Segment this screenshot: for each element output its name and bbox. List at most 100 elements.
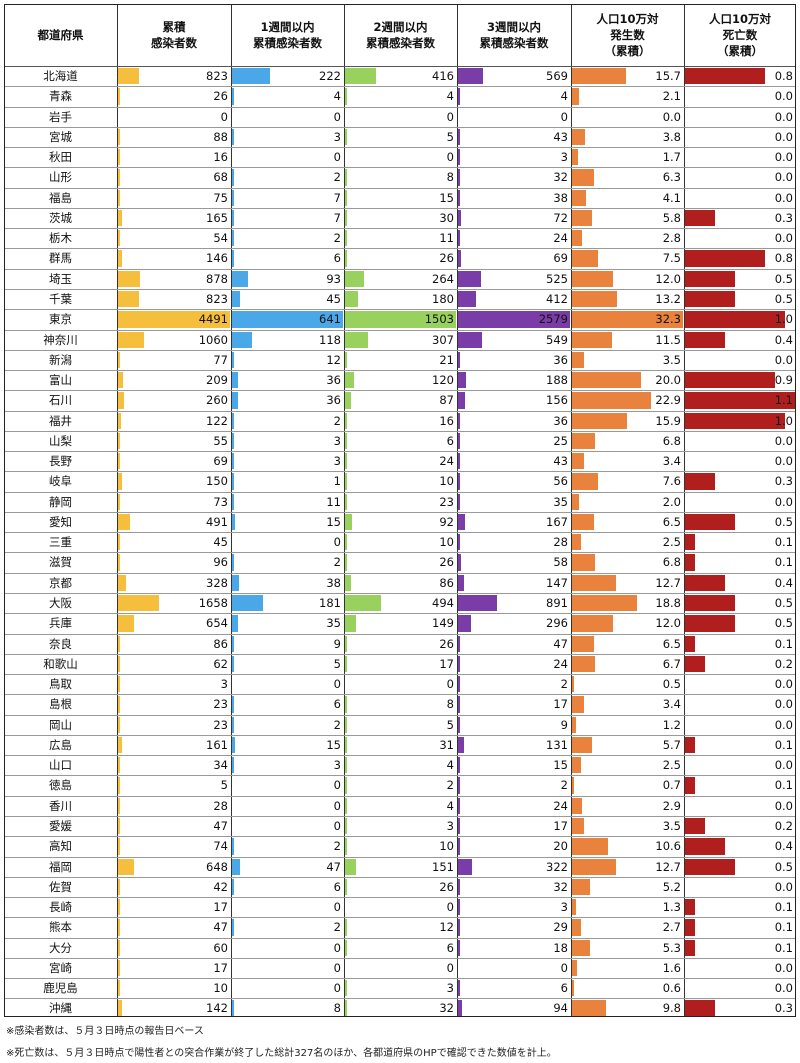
incidence-value: 2.0 bbox=[662, 494, 681, 509]
cumulative-value: 88 bbox=[213, 129, 228, 144]
week1-bar bbox=[232, 1000, 234, 1017]
week1-bar bbox=[232, 372, 239, 389]
week1-bar bbox=[232, 595, 264, 612]
incidence-cell: 3.4 bbox=[571, 451, 684, 471]
week3-value: 322 bbox=[546, 859, 568, 874]
column-divider bbox=[231, 4, 232, 1017]
table-row: 千葉 823 45 180 412 13.2 0.5 bbox=[4, 289, 796, 309]
prefecture-name: 栃木 bbox=[49, 231, 72, 246]
week1-cell: 0 bbox=[231, 532, 344, 552]
week1-cell: 8 bbox=[231, 998, 344, 1018]
week2-bar bbox=[345, 757, 347, 774]
week2-bar bbox=[345, 716, 347, 733]
week3-cell: 69 bbox=[457, 248, 571, 268]
week3-cell: 35 bbox=[457, 492, 571, 512]
cumulative-value: 878 bbox=[206, 271, 228, 286]
incidence-cell: 4.1 bbox=[571, 188, 684, 208]
incidence-value: 6.5 bbox=[662, 514, 681, 529]
week1-value: 2 bbox=[333, 170, 341, 185]
incidence-value: 4.1 bbox=[662, 190, 681, 205]
header-line: 都道府県 bbox=[37, 28, 84, 42]
week1-value: 8 bbox=[333, 1001, 341, 1016]
week1-cell: 3 bbox=[231, 755, 344, 775]
week1-bar bbox=[232, 635, 234, 652]
deaths-bar bbox=[685, 68, 765, 85]
deaths-bar bbox=[685, 412, 785, 429]
deaths-value: 0.3 bbox=[774, 210, 793, 225]
week3-value: 0 bbox=[560, 109, 568, 124]
week3-value: 29 bbox=[553, 920, 568, 935]
week2-cell: 10 bbox=[344, 471, 457, 491]
cumulative-value: 1060 bbox=[198, 332, 228, 347]
week2-value: 87 bbox=[439, 393, 454, 408]
prefecture-name: 長野 bbox=[49, 454, 72, 469]
cumulative-bar bbox=[118, 311, 230, 328]
header-incidence: 人口10万対 発生数 （累積） bbox=[571, 4, 684, 66]
prefecture-name: 福井 bbox=[49, 413, 72, 428]
incidence-cell: 0.5 bbox=[571, 674, 684, 694]
table-row: 佐賀 42 6 26 32 5.2 0.0 bbox=[4, 877, 796, 897]
week3-value: 20 bbox=[553, 839, 568, 854]
week3-value: 94 bbox=[553, 1001, 568, 1016]
incidence-bar bbox=[572, 493, 579, 510]
week1-bar bbox=[232, 128, 234, 146]
cumulative-bar bbox=[118, 777, 120, 794]
week2-bar bbox=[345, 797, 347, 814]
week1-cell: 2 bbox=[231, 411, 344, 431]
week2-bar bbox=[345, 534, 347, 551]
week3-cell: 0 bbox=[457, 107, 571, 127]
cumulative-bar bbox=[118, 757, 120, 774]
week2-value: 17 bbox=[439, 656, 454, 671]
incidence-bar bbox=[572, 797, 582, 814]
week1-value: 45 bbox=[326, 291, 341, 306]
week3-cell: 3 bbox=[457, 147, 571, 167]
incidence-cell: 6.3 bbox=[571, 167, 684, 187]
week1-bar bbox=[232, 655, 234, 673]
week1-bar bbox=[232, 88, 234, 105]
week1-value: 0 bbox=[333, 960, 341, 975]
incidence-bar bbox=[572, 899, 577, 916]
week3-cell: 25 bbox=[457, 431, 571, 451]
incidence-value: 6.7 bbox=[662, 656, 681, 671]
cumulative-cell: 146 bbox=[117, 248, 231, 268]
week2-value: 307 bbox=[432, 332, 454, 347]
week3-bar bbox=[458, 209, 462, 227]
deaths-value: 0.4 bbox=[774, 575, 793, 590]
cumulative-value: 23 bbox=[213, 697, 228, 712]
week3-value: 58 bbox=[553, 555, 568, 570]
table-row: 沖縄 142 8 32 94 9.8 0.3 bbox=[4, 998, 796, 1018]
incidence-bar bbox=[572, 615, 614, 632]
week3-value: 3 bbox=[560, 150, 568, 165]
week1-value: 36 bbox=[326, 393, 341, 408]
cumulative-bar bbox=[118, 797, 120, 814]
week2-value: 26 bbox=[439, 251, 454, 266]
row-divider bbox=[4, 755, 796, 757]
prefecture-name: 香川 bbox=[49, 798, 72, 813]
incidence-bar bbox=[572, 838, 609, 855]
week3-value: 17 bbox=[553, 697, 568, 712]
deaths-cell: 0.0 bbox=[684, 86, 796, 106]
cumulative-cell: 823 bbox=[117, 66, 231, 86]
week2-cell: 15 bbox=[344, 188, 457, 208]
week3-value: 36 bbox=[553, 413, 568, 428]
deaths-bar bbox=[685, 331, 725, 348]
cumulative-bar bbox=[118, 838, 120, 855]
row-divider bbox=[4, 390, 796, 392]
header-deaths: 人口10万対 死亡数 （累積） bbox=[684, 4, 796, 66]
prefecture-name: 島根 bbox=[49, 697, 72, 712]
header-line: 累積感染者数 bbox=[253, 36, 322, 50]
table-row: 高知 74 2 10 20 10.6 0.4 bbox=[4, 836, 796, 856]
incidence-cell: 13.2 bbox=[571, 289, 684, 309]
incidence-cell: 3.4 bbox=[571, 694, 684, 714]
deaths-bar bbox=[685, 209, 715, 227]
week3-cell: 18 bbox=[457, 938, 571, 958]
week3-cell: 20 bbox=[457, 836, 571, 856]
cumulative-cell: 47 bbox=[117, 816, 231, 836]
week3-value: 0 bbox=[560, 960, 568, 975]
week1-value: 3 bbox=[333, 129, 341, 144]
week1-value: 181 bbox=[319, 596, 341, 611]
table-row: 三重 45 0 10 28 2.5 0.1 bbox=[4, 532, 796, 552]
week3-bar bbox=[458, 838, 460, 855]
cumulative-cell: 88 bbox=[117, 127, 231, 147]
incidence-bar bbox=[572, 595, 637, 612]
